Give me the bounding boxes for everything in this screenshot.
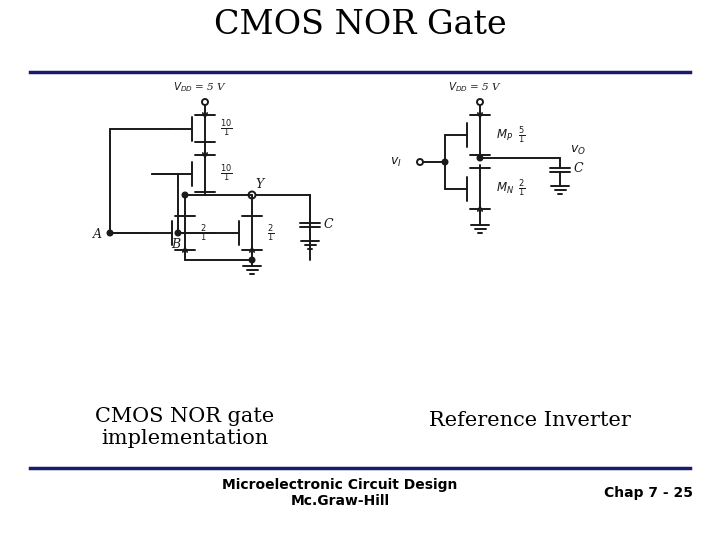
Text: CMOS NOR Gate: CMOS NOR Gate [214, 9, 506, 41]
Text: Chap 7 - 25: Chap 7 - 25 [603, 486, 693, 500]
Text: Y: Y [255, 178, 264, 191]
Text: CMOS NOR gate
implementation: CMOS NOR gate implementation [95, 408, 274, 449]
Text: A: A [93, 228, 102, 241]
Circle shape [442, 159, 448, 165]
Text: B: B [171, 239, 181, 252]
Text: C: C [324, 219, 333, 232]
Circle shape [175, 230, 181, 236]
Text: $\frac{2}{1}$: $\frac{2}{1}$ [200, 222, 207, 244]
Text: $\frac{10}{1}$: $\frac{10}{1}$ [220, 118, 233, 139]
Text: $\frac{10}{1}$: $\frac{10}{1}$ [220, 163, 233, 184]
Text: $M_P$: $M_P$ [496, 127, 513, 143]
Text: Reference Inverter: Reference Inverter [429, 410, 631, 429]
Circle shape [249, 257, 255, 263]
Text: $M_N$: $M_N$ [496, 181, 514, 196]
Circle shape [477, 155, 483, 161]
Text: $v_O$: $v_O$ [570, 144, 586, 157]
Text: $V_{DD}$ = 5 V: $V_{DD}$ = 5 V [173, 80, 227, 94]
Text: $v_I$: $v_I$ [390, 156, 402, 168]
Text: $\frac{2}{1}$: $\frac{2}{1}$ [267, 222, 274, 244]
Text: $V_{DD}$ = 5 V: $V_{DD}$ = 5 V [448, 80, 502, 94]
Circle shape [182, 192, 188, 198]
Text: $\frac{2}{1}$: $\frac{2}{1}$ [518, 178, 525, 199]
Text: C: C [574, 161, 584, 174]
Text: $\frac{5}{1}$: $\frac{5}{1}$ [518, 124, 525, 146]
Circle shape [107, 230, 113, 236]
Text: Microelectronic Circuit Design
Mc.Graw-Hill: Microelectronic Circuit Design Mc.Graw-H… [222, 478, 458, 508]
